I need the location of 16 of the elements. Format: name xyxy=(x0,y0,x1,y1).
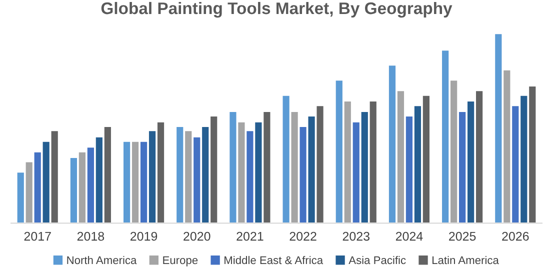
x-tick-label: 2022 xyxy=(290,232,316,241)
x-tick-label: 2023 xyxy=(342,232,370,241)
chart-title: Global Painting Tools Market, By Geography xyxy=(101,2,452,18)
legend-label: Europe xyxy=(163,256,198,266)
x-tick-label: 2020 xyxy=(184,232,210,241)
x-tick-label: 2018 xyxy=(77,232,104,241)
legend-label: Middle East & Africa xyxy=(224,256,324,264)
x-tick-label: 2017 xyxy=(24,232,51,241)
legend-label: Asia Pacific xyxy=(348,256,406,264)
x-tick-label: 2024 xyxy=(396,232,423,241)
x-tick-label: 2021 xyxy=(236,232,264,241)
x-tick-label: 2025 xyxy=(449,232,476,241)
x-tick-label: 2019 xyxy=(130,232,158,241)
legend-label: Latin America xyxy=(432,256,499,264)
legend-label: North America xyxy=(67,256,137,264)
x-tick-label: 2026 xyxy=(502,232,529,241)
